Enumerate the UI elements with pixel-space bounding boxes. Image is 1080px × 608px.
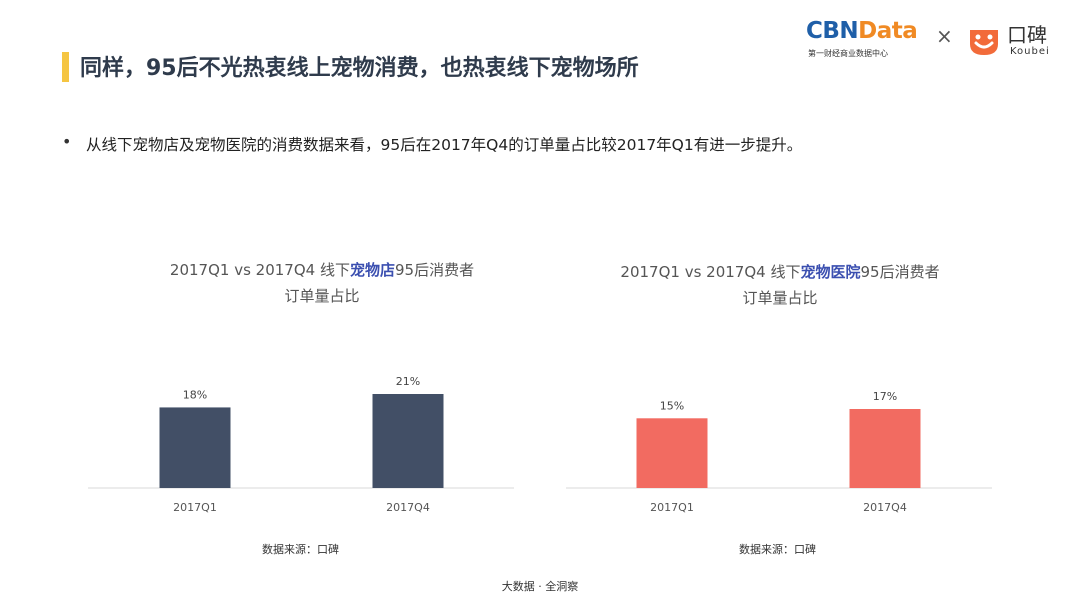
x-tick-label: 2017Q1 [173, 501, 217, 514]
x-tick-label: 2017Q4 [386, 501, 430, 514]
koubei-name: 口碑 [1007, 23, 1047, 47]
chart-title-post: 95后消费者 [860, 263, 940, 281]
cbn-text: CBN [806, 18, 859, 44]
data-label: 18% [183, 388, 207, 401]
chart-title-highlight: 宠物店 [349, 261, 395, 279]
chart-title-pre: 2017Q1 vs 2017Q4 线下 [169, 261, 350, 279]
chart-title-pet-hospital: 2017Q1 vs 2017Q4 线下宠物医院95后消费者 订单量占比 [560, 259, 1000, 311]
cbndata-subtitle: 第一财经商业数据中心 [808, 49, 888, 58]
chart-title-line2: 订单量占比 [284, 287, 360, 305]
chart-title-pre: 2017Q1 vs 2017Q4 线下 [620, 263, 801, 281]
x-tick-label: 2017Q4 [863, 501, 907, 514]
koubei-logo-icon [970, 30, 998, 55]
chart-title-line2: 订单量占比 [742, 289, 818, 307]
data-source-right: 数据来源：口碑 [739, 543, 816, 556]
page-title: 同样，95后不光热衷线上宠物消费，也热衷线下宠物场所 [80, 56, 639, 81]
bullet-dot: • [62, 132, 72, 151]
data-text: Data [858, 18, 918, 44]
data-label: 21% [396, 375, 420, 388]
footer-text: 大数据 · 全洞察 [501, 580, 579, 593]
cbndata-logo: CBNData [806, 18, 918, 44]
bar-2017Q1 [636, 418, 708, 488]
koubei-subtitle: Koubei [1010, 46, 1050, 57]
data-label: 15% [660, 399, 684, 412]
chart-title-post: 95后消费者 [394, 261, 475, 279]
bar-2017Q4 [372, 394, 444, 488]
bar-2017Q4 [849, 409, 921, 488]
bar-2017Q1 [159, 407, 231, 488]
x-tick-label: 2017Q1 [650, 501, 694, 514]
brand-logos: CBNData 第一财经商业数据中心 × 口碑 Koubei [806, 18, 1066, 62]
data-label: 17% [873, 390, 897, 403]
chart-title-highlight: 宠物医院 [800, 263, 861, 281]
times-icon: × [936, 24, 953, 48]
chart-title-pet-store: 2017Q1 vs 2017Q4 线下宠物店95后消费者 订单量占比 [102, 257, 542, 309]
bullet-text: 从线下宠物店及宠物医院的消费数据来看，95后在2017年Q4的订单量占比较201… [86, 136, 803, 154]
title-accent-bar [62, 52, 69, 82]
data-source-left: 数据来源：口碑 [262, 543, 339, 556]
